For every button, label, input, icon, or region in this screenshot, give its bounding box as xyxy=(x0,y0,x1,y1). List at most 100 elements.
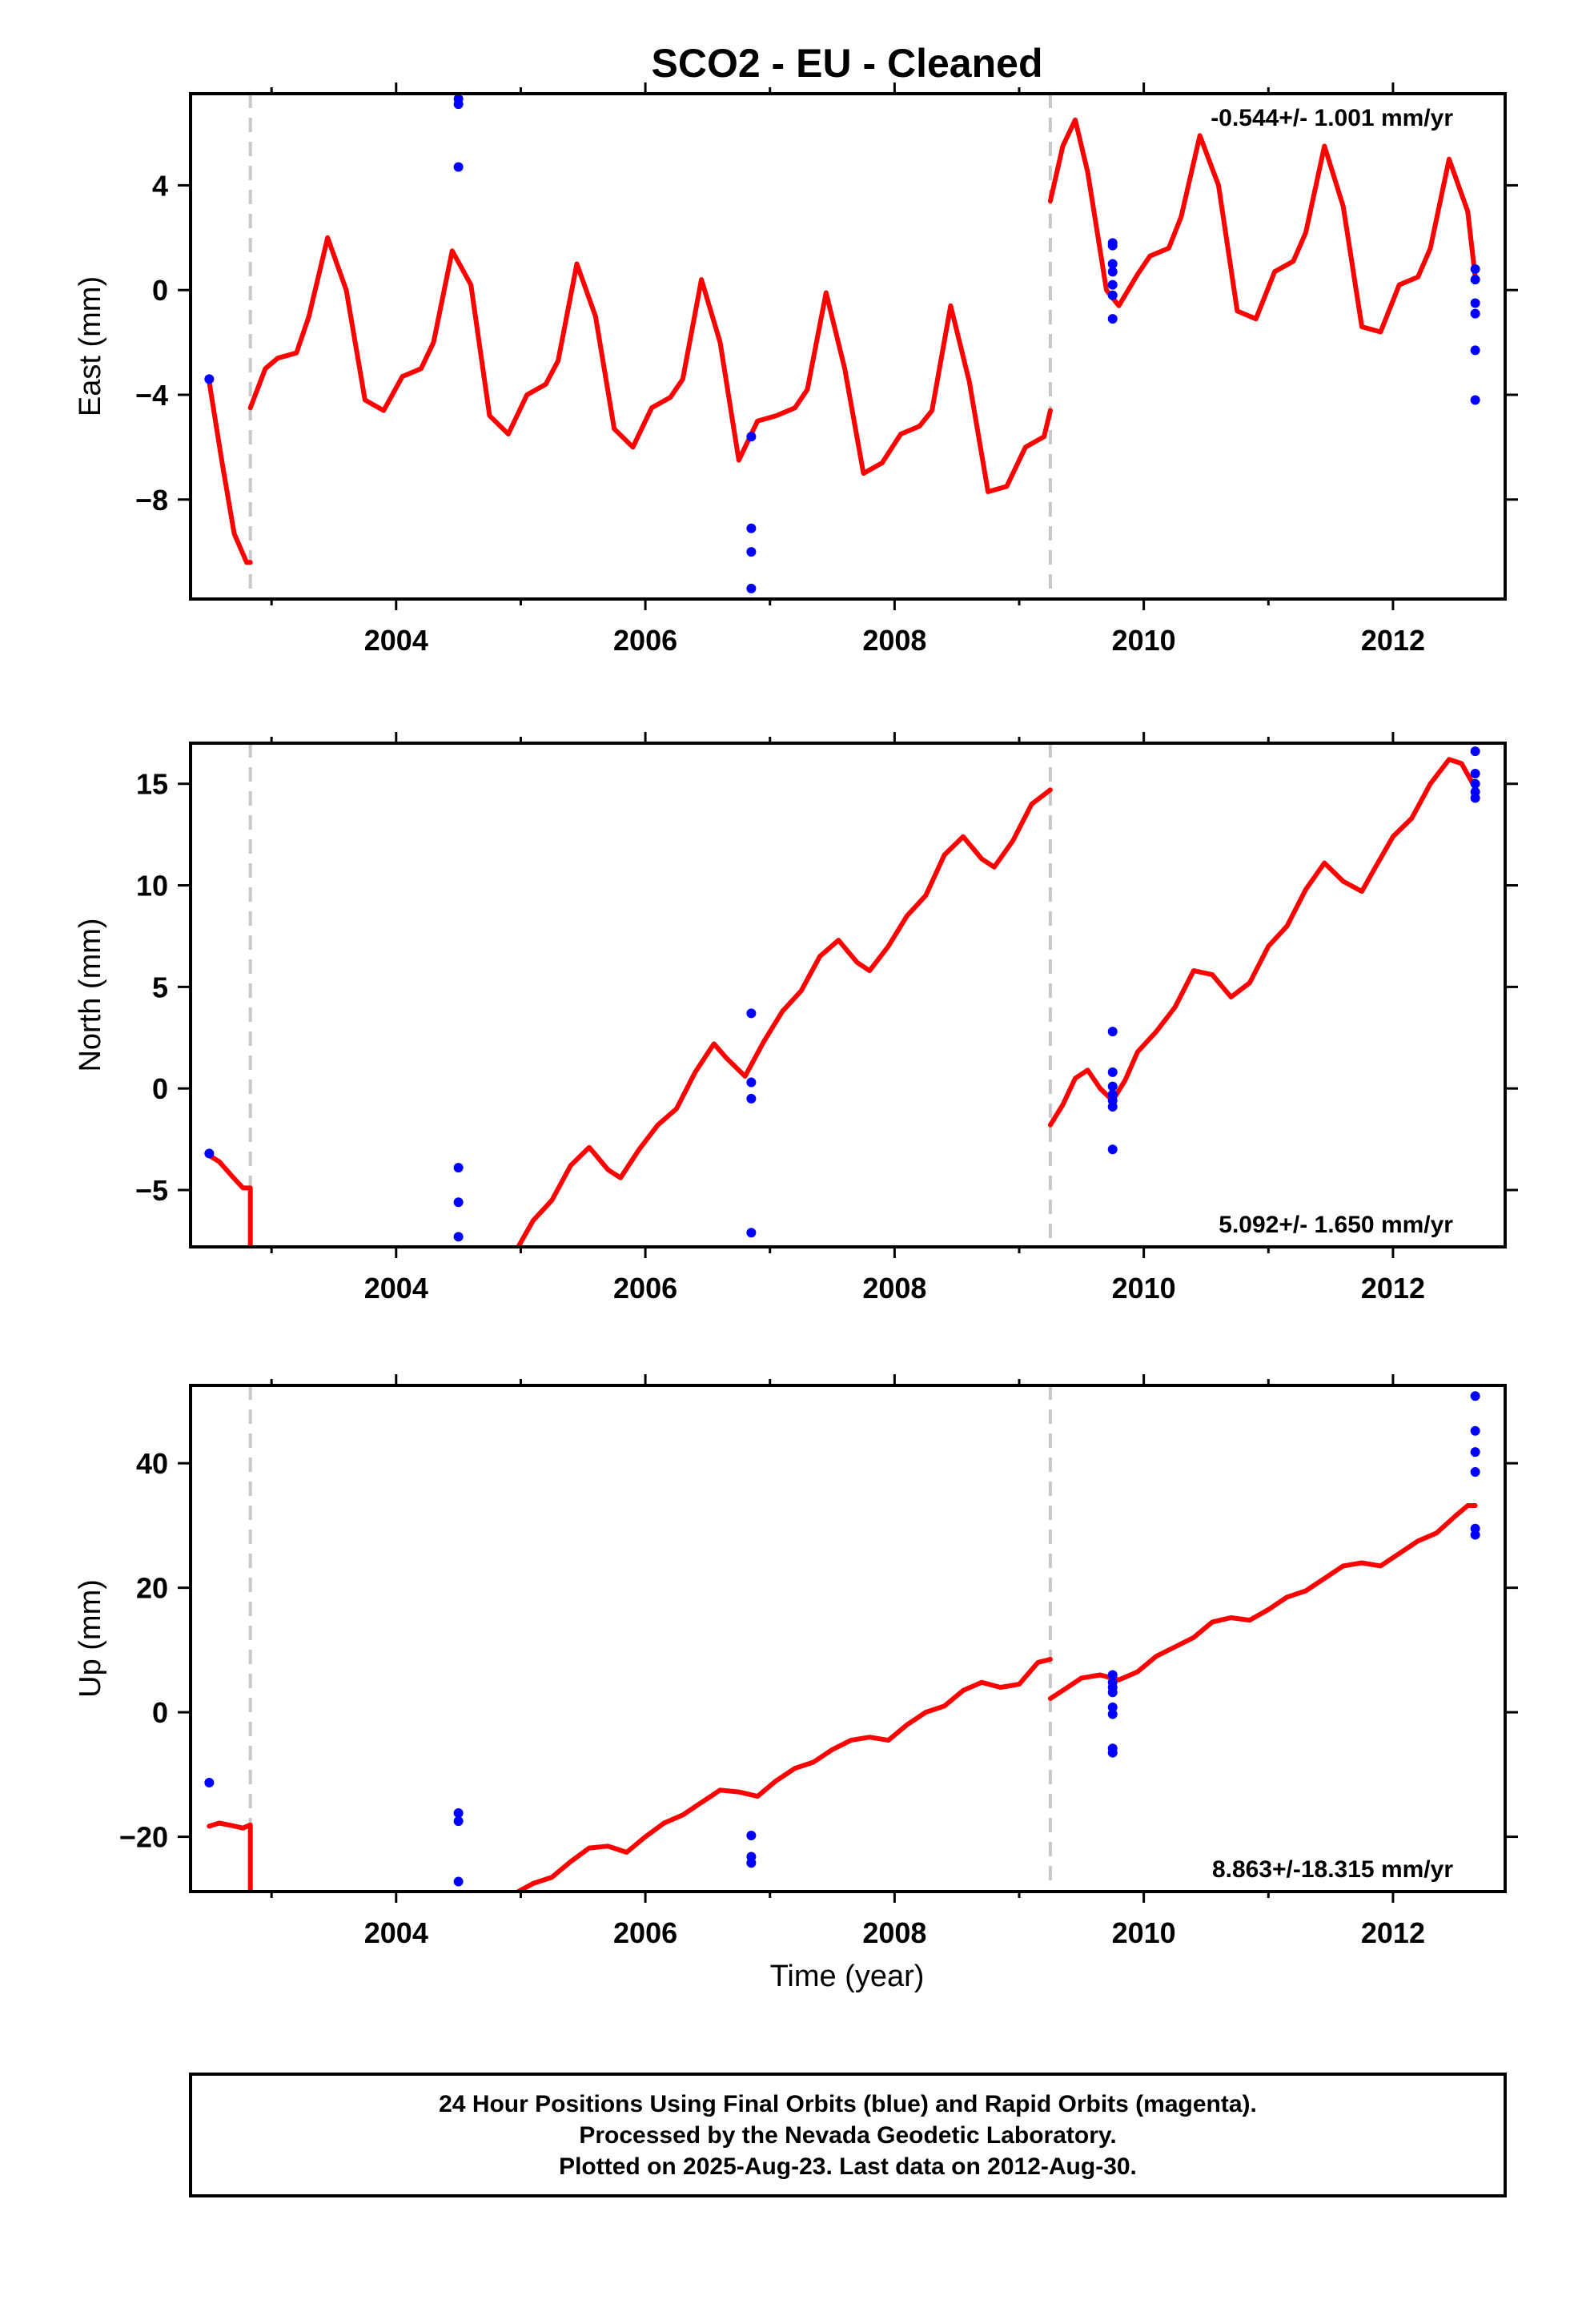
east-model-line-0 xyxy=(207,379,253,565)
east-data-point xyxy=(1470,308,1480,319)
up-data-point xyxy=(1107,1747,1118,1758)
east-data-point xyxy=(1470,345,1480,356)
up-plot-area xyxy=(204,1385,1480,1892)
north-panel: 2004 2006 2008 2010 2012 −5 0 5 10 15 North (mm) 5.… xyxy=(74,732,1518,1305)
east-y-tick-label: −8 xyxy=(135,484,168,517)
east-y-tick-label: −4 xyxy=(135,379,168,412)
north-x-tick-label: 2012 xyxy=(1361,1272,1425,1305)
up-x-tick-label: 2012 xyxy=(1361,1916,1425,1949)
footer-line-3: Plotted on 2025-Aug-23. Last data on 201… xyxy=(559,2153,1137,2180)
north-y-axis-label: North (mm) xyxy=(74,918,107,1072)
north-x-tick-label: 2006 xyxy=(613,1272,677,1305)
north-rate-label: 5.092+/- 1.650 mm/yr xyxy=(1219,1212,1453,1238)
north-y-tick-label: 0 xyxy=(152,1072,168,1105)
north-y-tick-label: 15 xyxy=(136,768,168,801)
north-data-point xyxy=(1470,793,1480,803)
north-data-point xyxy=(453,1197,464,1208)
north-frame xyxy=(189,742,1507,1248)
north-x-tick-label: 2004 xyxy=(364,1272,428,1305)
north-data-point xyxy=(1107,1027,1118,1037)
up-data-point xyxy=(1107,1702,1118,1712)
east-data-point xyxy=(1107,314,1118,324)
north-data-point xyxy=(1107,1067,1118,1077)
north-data-point xyxy=(453,1232,464,1242)
east-data-point xyxy=(1107,267,1118,277)
east-y-axis-label: East (mm) xyxy=(74,276,107,416)
east-data-point xyxy=(453,99,464,110)
north-data-point xyxy=(204,1148,215,1159)
east-panel: 2004 2006 2008 2010 2012 −8 −4 0 4 East (mm) -0.54… xyxy=(74,82,1518,657)
x-axis-label: Time (year) xyxy=(770,1960,925,1993)
up-data-point xyxy=(1107,1687,1118,1698)
up-data-point xyxy=(204,1777,215,1787)
up-y-tick-label: 20 xyxy=(136,1572,168,1605)
up-rate-label: 8.863+/-18.315 mm/yr xyxy=(1212,1856,1453,1883)
north-data-point xyxy=(746,1228,757,1238)
east-x-tick-label: 2010 xyxy=(1112,624,1176,657)
east-plot-area xyxy=(204,94,1480,599)
east-data-point xyxy=(1107,240,1118,251)
north-data-point xyxy=(1470,778,1480,789)
east-data-point xyxy=(204,374,215,384)
north-x-tick-label: 2008 xyxy=(862,1272,926,1305)
east-y-tick-label: 4 xyxy=(152,169,168,202)
footer-box: 24 Hour Positions Using Final Orbits (bl… xyxy=(189,2073,1507,2197)
north-model-line-2 xyxy=(1047,757,1478,1128)
up-data-point xyxy=(746,1858,757,1868)
east-data-point xyxy=(746,523,757,533)
north-data-point xyxy=(746,1077,757,1088)
east-x-tick-label: 2004 xyxy=(364,624,428,657)
up-y-tick-label: 40 xyxy=(136,1447,168,1480)
east-data-point xyxy=(1470,395,1480,405)
up-data-point xyxy=(1470,1391,1480,1401)
north-data-point xyxy=(453,1163,464,1173)
up-data-point xyxy=(453,1808,464,1819)
up-data-point xyxy=(1470,1425,1480,1436)
up-x-tick-label: 2006 xyxy=(613,1916,677,1949)
up-model-line-2 xyxy=(1047,1503,1478,1701)
east-rate-label: -0.544+/- 1.001 mm/yr xyxy=(1211,105,1453,131)
east-x-tick-label: 2006 xyxy=(613,624,677,657)
east-data-point xyxy=(1107,290,1118,300)
east-data-point xyxy=(746,432,757,442)
north-data-point xyxy=(1107,1081,1118,1092)
up-y-tick-label: 0 xyxy=(152,1696,168,1729)
up-data-point xyxy=(1107,1709,1118,1719)
footer-line-1: 24 Hour Positions Using Final Orbits (bl… xyxy=(439,2091,1257,2117)
up-data-point xyxy=(453,1876,464,1887)
east-y-tick-label: 0 xyxy=(152,274,168,307)
up-x-tick-label: 2008 xyxy=(862,1916,926,1949)
east-data-point xyxy=(453,162,464,172)
east-model-line-1 xyxy=(247,235,1053,494)
up-panel: 2004 2006 2008 2010 2012 −20 0 20 40 Up (mm) 8.863… xyxy=(74,1374,1518,1993)
east-x-tick-label: 2012 xyxy=(1361,624,1425,657)
east-frame xyxy=(189,92,1507,601)
east-data-point xyxy=(1470,264,1480,275)
up-data-point xyxy=(1107,1670,1118,1680)
up-data-point xyxy=(453,1816,464,1827)
up-y-axis-label: Up (mm) xyxy=(74,1579,107,1698)
footer-line-2: Processed by the Nevada Geodetic Laborat… xyxy=(579,2122,1116,2149)
footer-frame xyxy=(189,2073,1507,2197)
east-data-point xyxy=(1107,259,1118,269)
north-model-line-0 xyxy=(207,1152,253,1247)
east-data-point xyxy=(1107,279,1118,290)
east-x-tick-label: 2008 xyxy=(862,624,926,657)
up-data-point xyxy=(746,1831,757,1841)
up-x-tick-label: 2010 xyxy=(1112,1916,1176,1949)
up-frame xyxy=(189,1384,1507,1893)
north-plot-area xyxy=(204,743,1480,1247)
north-y-tick-label: 5 xyxy=(152,971,168,1003)
north-model-line-1 xyxy=(516,787,1053,1247)
north-x-tick-label: 2010 xyxy=(1112,1272,1176,1305)
north-y-tick-label: −5 xyxy=(135,1174,168,1207)
north-data-point xyxy=(1107,1144,1118,1155)
up-model-line-1 xyxy=(516,1657,1053,1892)
north-data-point xyxy=(746,1008,757,1019)
east-data-point xyxy=(1470,275,1480,285)
east-data-point xyxy=(1470,298,1480,308)
chart-title: SCO2 - EU - Cleaned xyxy=(652,41,1043,86)
north-data-point xyxy=(746,1093,757,1104)
north-data-point xyxy=(1107,1101,1118,1112)
